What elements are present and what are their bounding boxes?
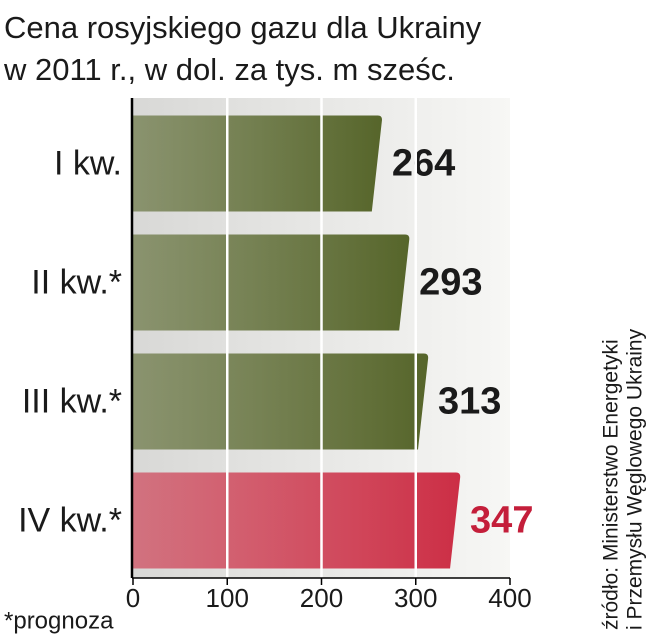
y-tick-label: I kw. [54,144,122,182]
x-tick-label: 0 [126,583,140,613]
chart-title: Cena rosyjskiego gazu dla Ukrainy [4,10,482,45]
value-label: 313 [438,381,501,423]
x-tick-label: 400 [488,583,531,613]
y-tick-label: III kw.* [22,382,122,420]
x-tick-label: 100 [206,583,249,613]
x-tick-label: 300 [394,583,437,613]
value-label: 293 [419,262,482,304]
source: i Przemysłu Węglowego Ukrainy [624,328,647,630]
y-tick-label: II kw.* [31,263,122,301]
bar [133,353,429,450]
y-tick-label: IV kw.* [18,501,122,539]
source: źródło: Ministerstwo Energetyki [600,339,623,630]
x-tick-label: 200 [300,583,343,613]
value-label: 264 [392,143,455,185]
value-label: 347 [470,500,533,542]
chart-title: w 2011 r., w dol. za tys. m sześc. [3,52,455,87]
bar [133,234,410,331]
bar [133,472,461,569]
bar [133,115,382,212]
footnote: *prognoza [4,607,114,634]
